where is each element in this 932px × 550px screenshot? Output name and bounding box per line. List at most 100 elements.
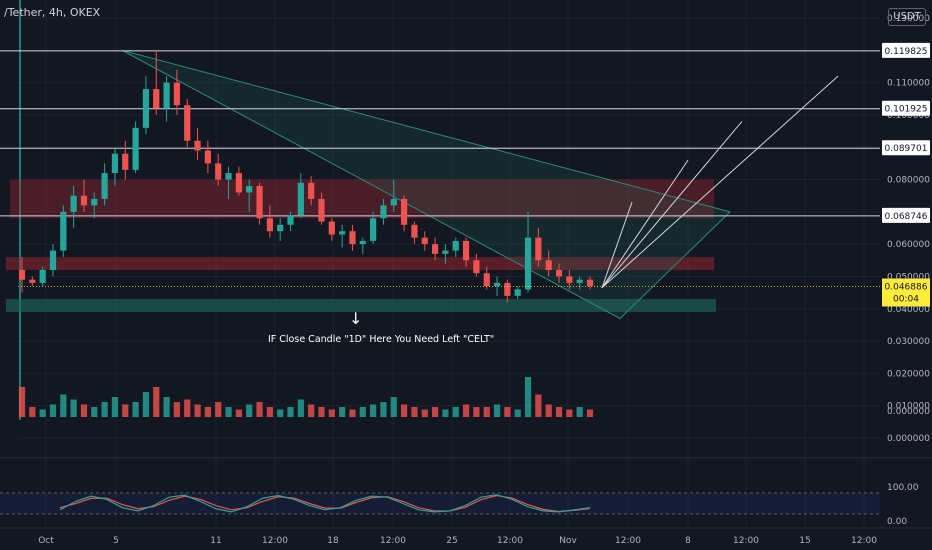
candle-body [49,250,57,270]
volume-bar [297,399,304,417]
volume-bar [566,409,573,417]
candle-body [101,173,108,199]
volume-bar [545,404,552,417]
projection-arrow [601,75,839,289]
zone-support [6,299,716,312]
candle-body [318,198,325,222]
osc-tick-label: 100.00 [887,483,919,493]
candle-body [142,89,150,128]
volume-bar [204,407,211,417]
volume-bar [452,407,459,417]
candle-body [204,150,211,164]
candle-body [370,218,377,241]
candle-body [473,260,480,274]
candle-body [411,224,418,238]
volume-bar [328,409,335,417]
volume-bar [442,409,449,417]
volume-bar [91,407,98,417]
volume-bar [318,407,325,417]
time-tick-label: 18 [327,536,339,546]
candle-body [18,270,26,280]
price-level-label: 0.089701 [885,144,928,154]
osc-tick-label: 0.00 [887,517,907,527]
price-level-label: 0.068746 [885,212,928,222]
price-tick-label: 0.060000 [887,240,930,250]
current-price-label: 0.046886 [885,283,928,293]
volume-bar [287,407,294,417]
chart-annotation-note: IF Close Candle "1D" Here You Need Left … [268,334,495,345]
volume-bar [173,402,181,417]
candle-body [390,198,397,206]
volume-bar [80,404,88,417]
candle-body [297,182,304,216]
candle-body [359,240,366,245]
volume-bar [390,397,397,417]
candle-body [493,282,501,287]
volume-bar [142,392,150,417]
candle-body [235,173,242,193]
candle-body [111,153,119,174]
price-level-tag [882,140,930,156]
candle-body [504,282,511,296]
candle-body [401,198,408,225]
time-tick-label: 5 [113,536,119,546]
candle-body [586,279,594,287]
volume-bar [246,404,253,417]
price-level-tag [882,42,930,58]
projection-arrow [601,121,743,289]
volume-bar [462,404,470,417]
price-tick-label: 0.000000 [887,434,930,444]
volume-bar [60,394,67,417]
volume-bar [473,407,480,417]
price-tick-label: 0.020000 [887,369,930,379]
candle-body [194,140,201,151]
candle-body [70,195,77,212]
volume-bar [349,409,356,417]
current-price-tag [882,278,930,307]
price-tick-label: 0.110000 [887,79,930,89]
candle-body [246,186,253,193]
volume-bar [431,407,439,417]
projection-arrow [601,201,633,288]
volume-tick-label: 0.000000 [887,407,930,417]
volume-bar [49,404,57,417]
candle-body [566,276,573,283]
candle-body [91,198,98,206]
candle-body [163,82,170,109]
time-tick-label: Nov [559,536,577,546]
volume-bar [18,387,26,417]
volume-bar [359,407,366,417]
volume-bar [256,402,263,417]
volume-bar [39,409,46,417]
volume-bar [235,409,242,417]
candle-body [29,279,36,283]
projection-arrow [601,159,689,289]
candle-body [349,231,356,245]
volume-bar [153,387,160,417]
volume-bar [184,399,191,417]
volume-bar [308,404,315,417]
candle-body [256,186,263,219]
candle-body [277,224,284,232]
volume-bar [504,407,511,417]
candle-body [452,240,459,251]
volume-bar [122,404,129,417]
volume-bar [132,402,139,417]
volume-bar [111,397,119,417]
symbol-title[interactable]: /Tether, 4h, OKEX [4,6,101,19]
candle-body [215,163,222,180]
volume-bar [70,399,77,417]
time-tick-label: 12:00 [380,536,406,546]
zone-resistance [10,179,714,219]
volume-bar [339,407,346,417]
candle-body [514,289,521,296]
candle-body [576,279,583,283]
volume-bar [101,402,108,417]
candle-body [524,237,532,290]
volume-bar [524,377,532,417]
volume-bar [535,394,542,417]
candle-body [225,173,232,180]
currency-badge[interactable]: USDT [888,8,926,26]
volume-bar [225,407,232,417]
